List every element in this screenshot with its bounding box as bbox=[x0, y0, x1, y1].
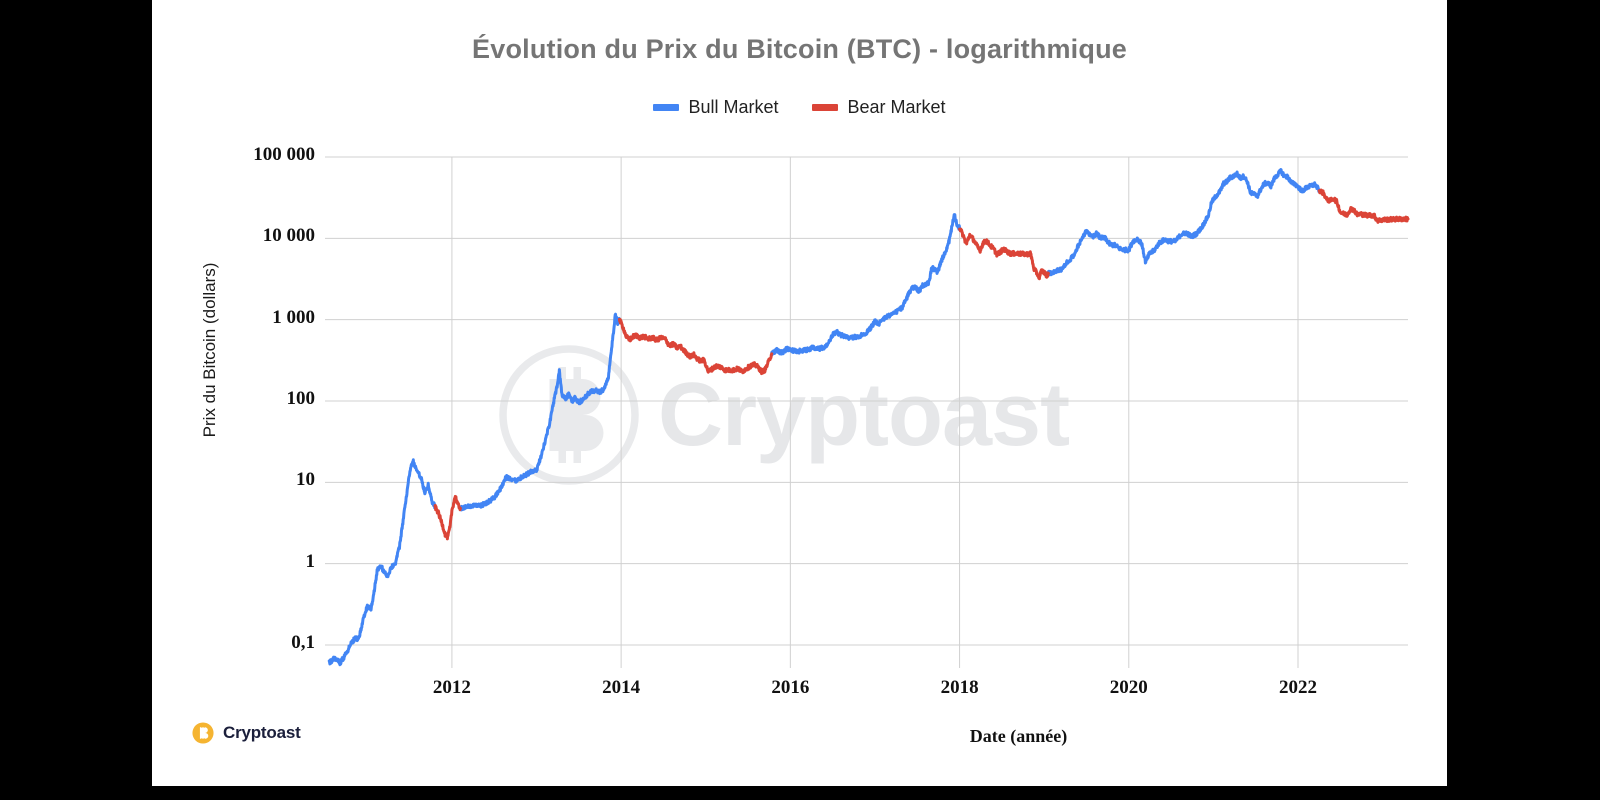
series-line-bear-market bbox=[617, 317, 774, 376]
bitcoin-coin-icon bbox=[192, 722, 214, 744]
legend-label-bull: Bull Market bbox=[688, 97, 779, 117]
x-axis-title: Date (année) bbox=[969, 726, 1068, 746]
series-line-bear-market bbox=[958, 227, 1050, 281]
legend-item-bull[interactable]: Bull Market bbox=[653, 97, 778, 118]
series-paths bbox=[327, 168, 1410, 667]
x-axis-tick-label: 2012 bbox=[432, 677, 471, 698]
gridlines bbox=[325, 156, 1408, 668]
page-title: Évolution du Prix du Bitcoin (BTC) - log… bbox=[472, 34, 1127, 64]
series-line-bear-market bbox=[1317, 188, 1410, 224]
y-axis-tick-label: 0,1 bbox=[291, 632, 315, 653]
y-axis-title: Prix du Bitcoin (dollars) bbox=[200, 262, 219, 438]
chart-card: Évolution du Prix du Bitcoin (BTC) - log… bbox=[152, 0, 1447, 786]
brand-name: Cryptoast bbox=[223, 723, 301, 742]
x-axis-tick-label: 2022 bbox=[1279, 677, 1317, 698]
y-axis-tick-label: 100 bbox=[286, 388, 316, 409]
x-axis-tick-label: 2018 bbox=[940, 677, 979, 698]
brand-footer[interactable]: Cryptoast bbox=[192, 722, 301, 744]
y-axis-tick-label: 1 bbox=[305, 550, 316, 572]
x-axis-tick-label: 2020 bbox=[1109, 677, 1148, 698]
legend-label-bear: Bear Market bbox=[847, 97, 946, 117]
y-axis-tick-label: 100 000 bbox=[253, 144, 315, 165]
chart-canvas bbox=[325, 156, 1410, 668]
legend-swatch-bull bbox=[653, 104, 680, 111]
series-line-bull-market bbox=[1046, 168, 1321, 277]
series-line-bull-market bbox=[458, 312, 621, 512]
x-axis-tick-label: 2014 bbox=[602, 677, 641, 698]
x-axis-tick-label: 2016 bbox=[771, 677, 810, 698]
series-line-bear-market bbox=[433, 494, 462, 541]
y-axis-tick-label: 10 bbox=[296, 469, 315, 491]
series-line-bull-market bbox=[770, 213, 962, 357]
chart-legend: Bull Market Bear Market bbox=[152, 97, 1447, 118]
y-axis-tick-label: 1 000 bbox=[272, 306, 315, 328]
legend-item-bear[interactable]: Bear Market bbox=[812, 97, 946, 118]
y-axis-tick-label: 10 000 bbox=[262, 225, 315, 247]
legend-swatch-bear bbox=[812, 104, 839, 111]
plot-area: Cryptoast 100 000 10 000 1 000 100 10 1 0,1 20… bbox=[152, 0, 1447, 786]
series-line-bull-market bbox=[327, 458, 437, 667]
